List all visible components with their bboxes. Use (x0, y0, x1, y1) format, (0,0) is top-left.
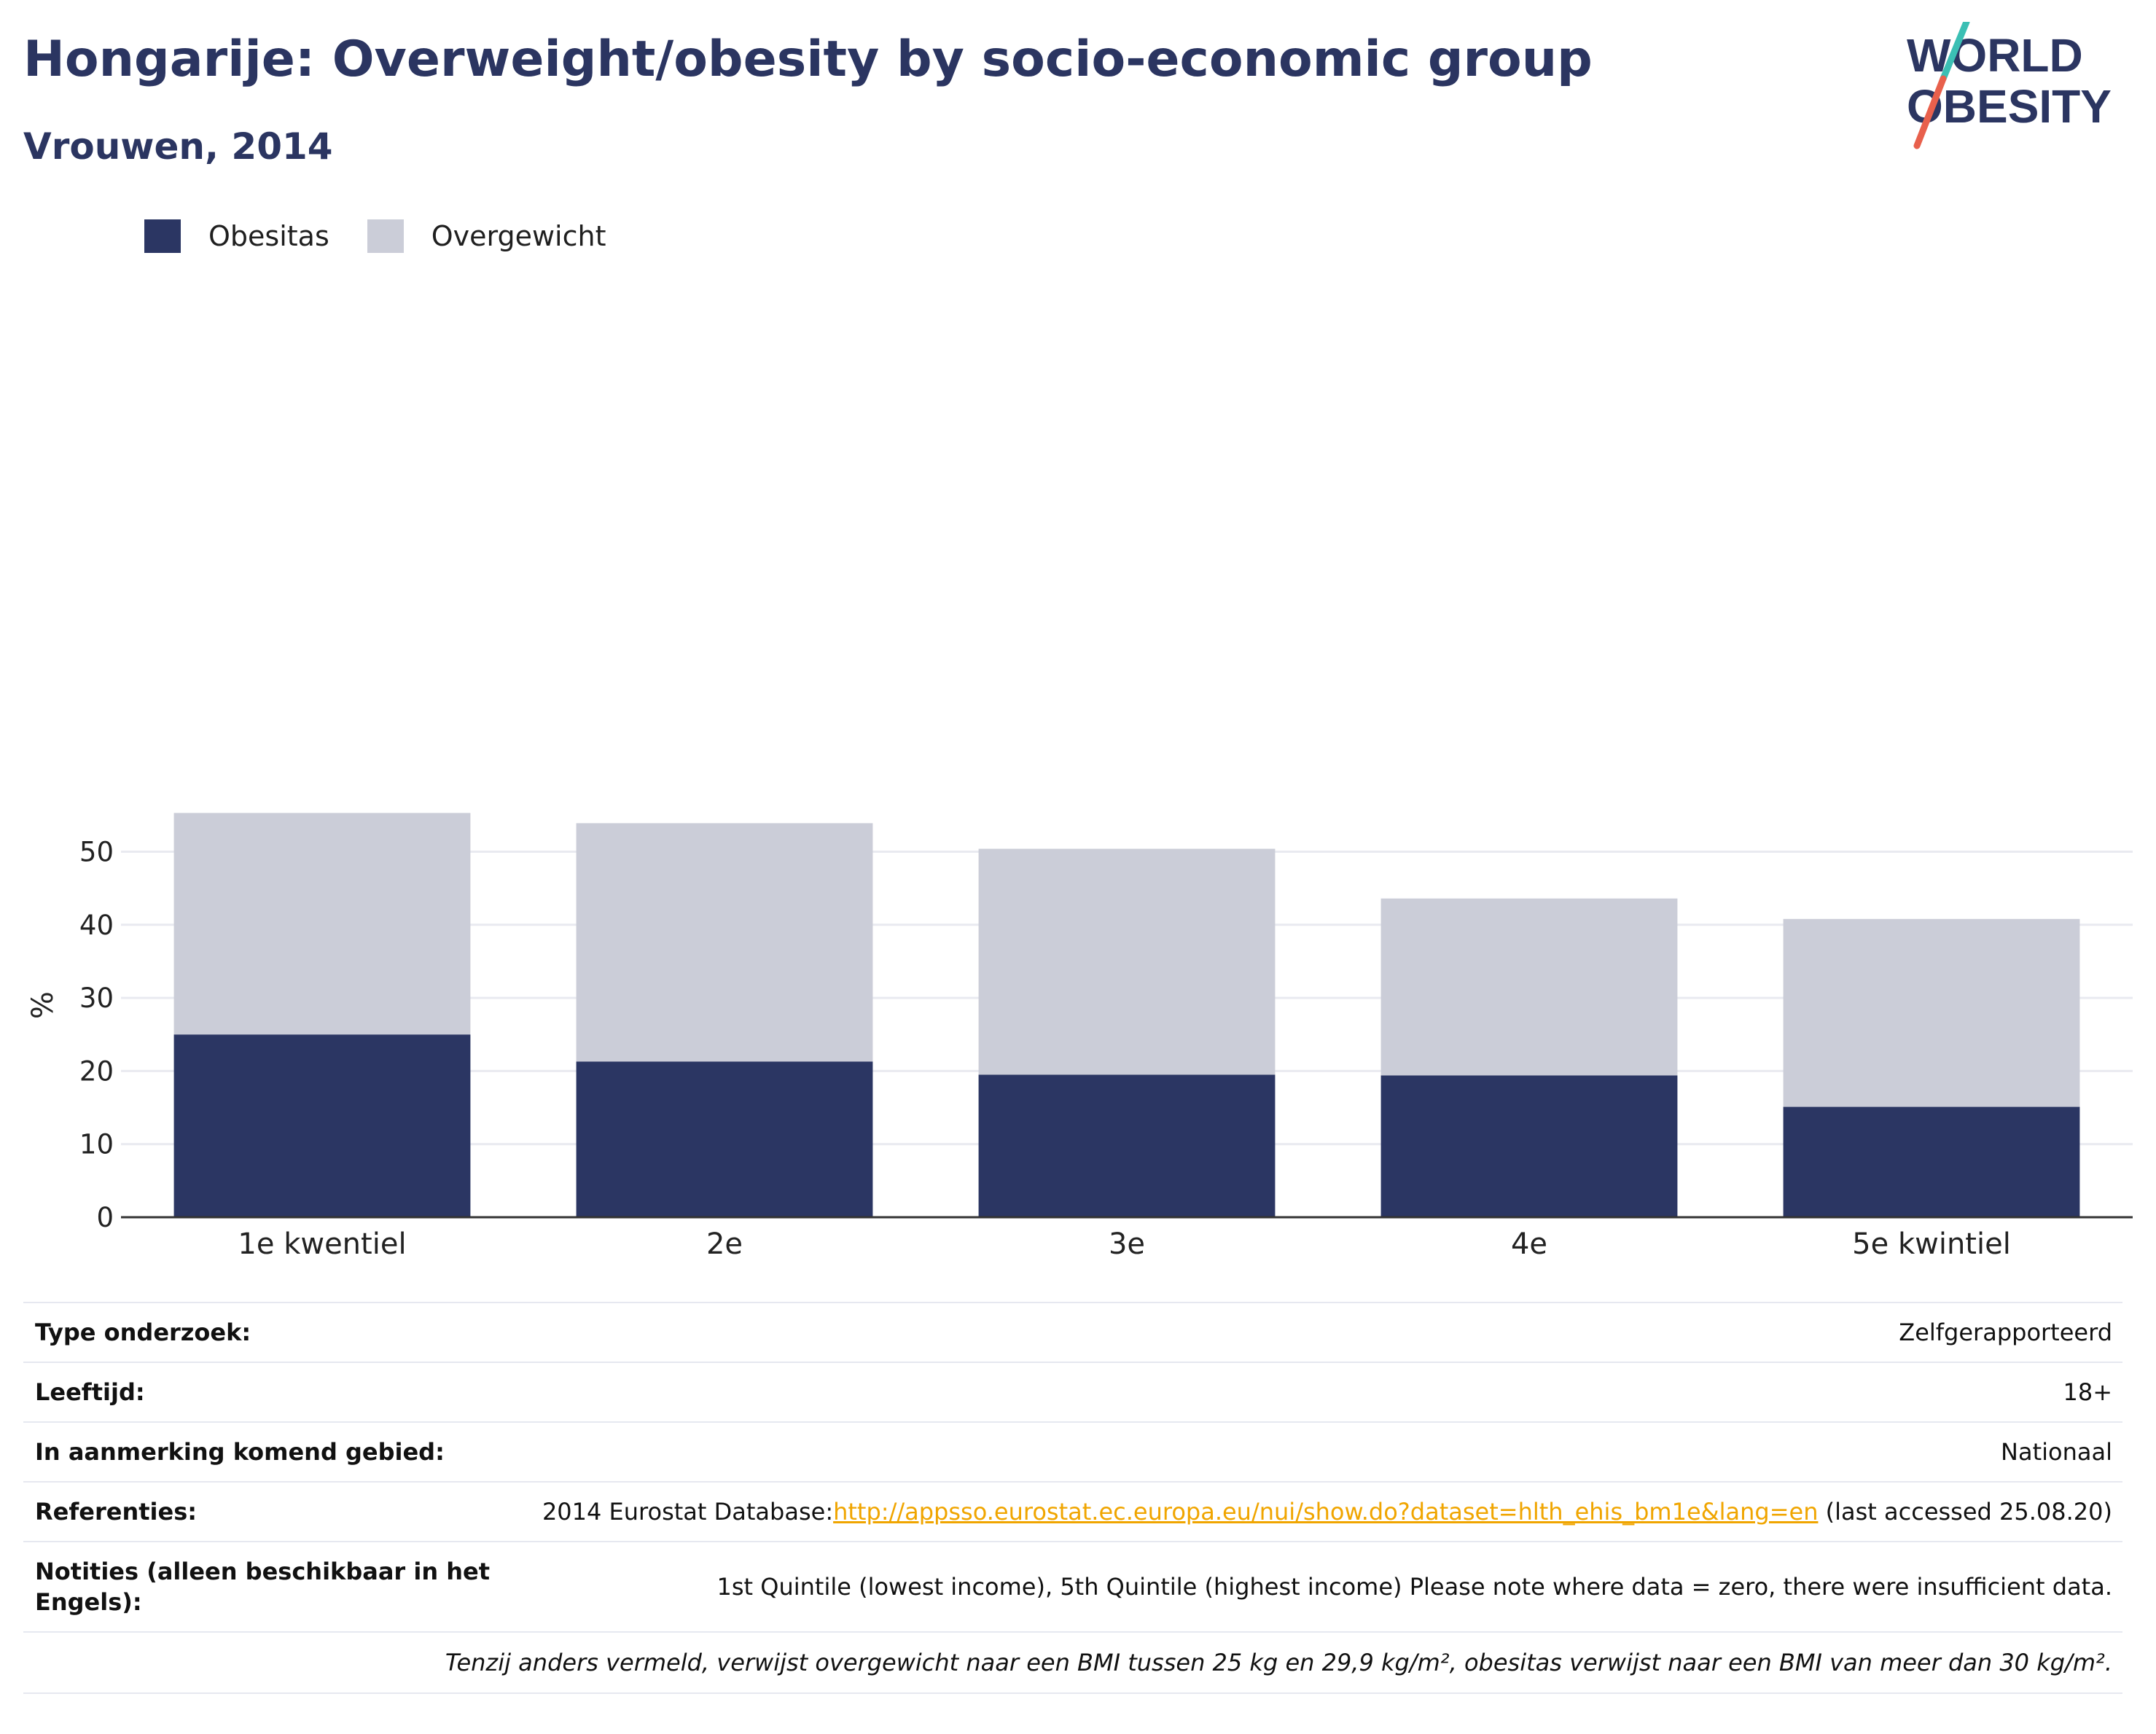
x-tick-label: 5e kwintiel (1852, 1227, 2011, 1261)
meta-label: Referenties: (23, 1481, 501, 1542)
y-axis-label: % (26, 991, 60, 1019)
meta-row-area: In aanmerking komend gebied: Nationaal (23, 1421, 2122, 1482)
bar-obesitas[interactable] (978, 1074, 1276, 1217)
legend-item-obesitas[interactable]: Obesitas (144, 219, 329, 253)
y-tick-label: 30 (79, 983, 114, 1014)
legend-swatch-overgewicht (367, 219, 404, 253)
x-tick-label: 3e (1109, 1227, 1145, 1261)
meta-label: Type onderzoek: (23, 1302, 501, 1362)
bar-obesitas[interactable] (1380, 1075, 1678, 1217)
meta-row-references: Referenties: 2014 Eurostat Database:http… (23, 1481, 2122, 1542)
y-tick-label: 10 (79, 1129, 114, 1160)
meta-value: 2014 Eurostat Database:http://appsso.eur… (501, 1481, 2122, 1542)
legend-label-overgewicht: Overgewicht (431, 220, 606, 252)
reference-suffix: (last accessed 25.08.20) (1818, 1498, 2112, 1526)
logo-line-1: WORLD (1907, 29, 2083, 82)
chart-legend: Obesitas Overgewicht (144, 216, 644, 257)
definition-note: Tenzij anders vermeld, verwijst overgewi… (23, 1631, 2122, 1694)
legend-label-obesitas: Obesitas (208, 220, 329, 252)
x-tick-label: 2e (706, 1227, 743, 1261)
bar-overgewicht[interactable] (173, 813, 471, 1035)
bar-overgewicht[interactable] (576, 823, 873, 1062)
x-tick-label: 4e (1511, 1227, 1547, 1261)
meta-label: In aanmerking komend gebied: (23, 1421, 501, 1482)
bar-obesitas[interactable] (1783, 1106, 2080, 1217)
legend-swatch-obesitas (144, 219, 181, 253)
meta-value: Nationaal (501, 1421, 2122, 1482)
meta-value: 18+ (501, 1362, 2122, 1422)
meta-label: Leeftijd: (23, 1362, 501, 1422)
meta-label: Notities (alleen beschikbaar in het Enge… (23, 1541, 501, 1632)
chart-title: Hongarije: Overweight/obesity by socio-e… (23, 31, 1593, 88)
meta-value: 1st Quintile (lowest income), 5th Quinti… (501, 1541, 2122, 1632)
metadata-table: Type onderzoek: Zelfgerapporteerd Leefti… (23, 1302, 2122, 1694)
logo-slash-top (1940, 22, 1970, 82)
y-tick-label: 40 (79, 910, 114, 941)
bar-overgewicht[interactable] (1380, 898, 1678, 1076)
bar-obesitas[interactable] (173, 1034, 471, 1217)
bar-obesitas[interactable] (576, 1061, 873, 1217)
bar-overgewicht[interactable] (1783, 918, 2080, 1107)
meta-value: Zelfgerapporteerd (501, 1302, 2122, 1362)
y-tick-label: 50 (79, 837, 114, 868)
meta-row-survey-type: Type onderzoek: Zelfgerapporteerd (23, 1302, 2122, 1362)
legend-item-overgewicht[interactable]: Overgewicht (367, 219, 606, 253)
x-tick-label: 1e kwentiel (238, 1227, 406, 1261)
world-obesity-logo: WORLD OBESITY (1907, 22, 2112, 149)
logo-slash-bottom (1913, 75, 1947, 149)
reference-link[interactable]: http://appsso.eurostat.ec.europa.eu/nui/… (833, 1498, 1819, 1526)
meta-row-definition: Tenzij anders vermeld, verwijst overgewi… (23, 1631, 2122, 1694)
meta-row-notes: Notities (alleen beschikbaar in het Enge… (23, 1541, 2122, 1632)
chart-subtitle: Vrouwen, 2014 (23, 125, 333, 168)
meta-row-age: Leeftijd: 18+ (23, 1362, 2122, 1422)
bar-overgewicht[interactable] (978, 848, 1276, 1075)
y-tick-label: 20 (79, 1055, 114, 1087)
y-tick-label: 0 (96, 1202, 114, 1233)
reference-prefix: 2014 Eurostat Database: (542, 1498, 834, 1526)
stacked-bar-chart: 0 10 20 30 40 50% 1e kwentiel 2e 3e 4e 5e kwintiel (26, 813, 2133, 1261)
